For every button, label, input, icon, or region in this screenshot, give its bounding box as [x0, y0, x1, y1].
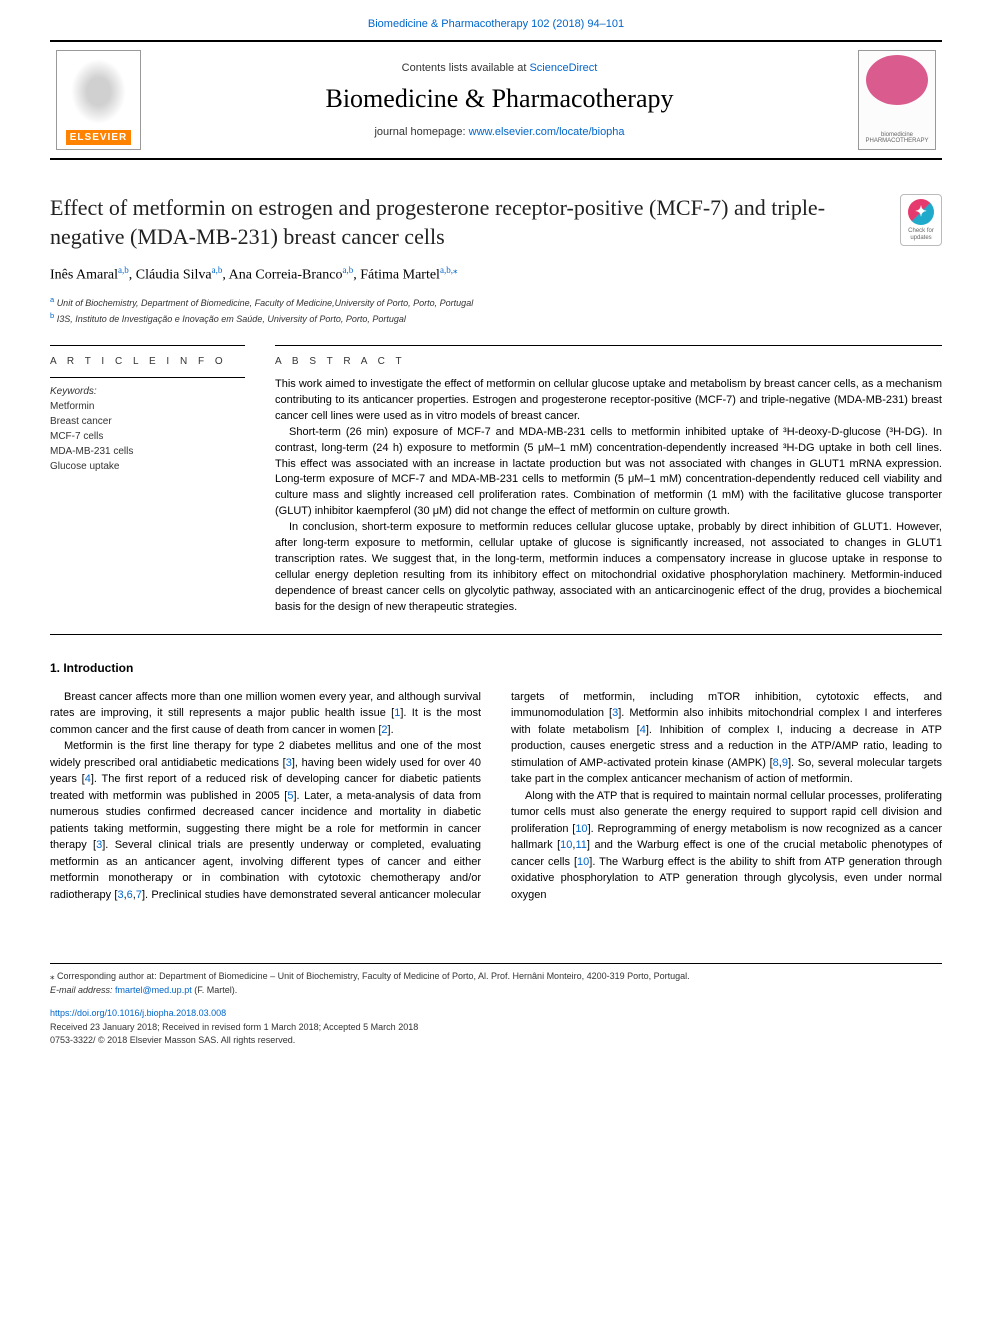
keyword-item: MDA-MB-231 cells: [50, 444, 245, 459]
journal-header: ELSEVIER Contents lists available at Sci…: [50, 40, 942, 160]
keyword-item: MCF-7 cells: [50, 429, 245, 444]
article-info-column: A R T I C L E I N F O Keywords: Metformi…: [50, 345, 245, 616]
corresponding-author-text: ⁎ Corresponding author at: Department of…: [50, 970, 942, 984]
intro-para-3: Along with the ATP that is required to m…: [511, 788, 942, 904]
journal-title: Biomedicine & Pharmacotherapy: [156, 84, 843, 114]
abstract-text: This work aimed to investigate the effec…: [275, 377, 942, 616]
header-center: Contents lists available at ScienceDirec…: [141, 62, 858, 138]
affiliation-a: a Unit of Biochemistry, Department of Bi…: [50, 294, 942, 311]
crossmark-label: Check for updates: [904, 228, 938, 241]
email-suffix: (F. Martel).: [192, 985, 238, 995]
affiliation-b: b I3S, Instituto de Investigação e Inova…: [50, 310, 942, 327]
abstract-para-3: In conclusion, short-term exposure to me…: [275, 520, 942, 616]
keywords-label: Keywords:: [50, 386, 245, 397]
author-1-aff: a,b: [118, 265, 129, 275]
crossmark-badge[interactable]: ✦ Check for updates: [900, 194, 942, 246]
elsevier-logo: ELSEVIER: [56, 50, 141, 150]
introduction-section: 1. Introduction Breast cancer affects mo…: [50, 661, 942, 904]
journal-cover-thumbnail: biomedicine PHARMACOTHERAPY: [858, 50, 936, 150]
issn-copyright: 0753-3322/ © 2018 Elsevier Masson SAS. A…: [50, 1034, 942, 1048]
contents-prefix: Contents lists available at: [402, 62, 530, 74]
abstract-bottom-rule: [50, 634, 942, 635]
author-3: Ana Correia-Branco: [229, 268, 343, 283]
email-link[interactable]: fmartel@med.up.pt: [115, 985, 192, 995]
received-dates: Received 23 January 2018; Received in re…: [50, 1021, 942, 1035]
abstract-para-2: Short-term (26 min) exposure of MCF-7 an…: [275, 425, 942, 521]
article-info-label: A R T I C L E I N F O: [50, 345, 245, 367]
ref-link[interactable]: 10: [560, 839, 572, 851]
ref-link[interactable]: 11: [575, 839, 586, 851]
info-abstract-row: A R T I C L E I N F O Keywords: Metformi…: [50, 345, 942, 616]
cover-caption: biomedicine PHARMACOTHERAPY: [861, 132, 933, 145]
footer-meta: https://doi.org/10.1016/j.biopha.2018.03…: [50, 1007, 942, 1048]
keyword-item: Glucose uptake: [50, 459, 245, 474]
article-title: Effect of metformin on estrogen and prog…: [50, 194, 880, 251]
article-header-row: Effect of metformin on estrogen and prog…: [50, 194, 942, 251]
author-1: Inês Amaral: [50, 268, 118, 283]
introduction-heading: 1. Introduction: [50, 661, 942, 675]
email-line: E-mail address: fmartel@med.up.pt (F. Ma…: [50, 984, 942, 998]
author-2-aff: a,b: [212, 265, 223, 275]
elsevier-text: ELSEVIER: [66, 130, 131, 145]
ref-link[interactable]: 10: [575, 823, 587, 835]
keyword-item: Breast cancer: [50, 414, 245, 429]
sciencedirect-link[interactable]: ScienceDirect: [529, 62, 597, 74]
ref-link[interactable]: 10: [577, 856, 589, 868]
keywords-list: Metformin Breast cancer MCF-7 cells MDA-…: [50, 399, 245, 474]
abstract-label: A B S T R A C T: [275, 345, 942, 367]
keyword-item: Metformin: [50, 399, 245, 414]
cover-graphic-icon: [866, 55, 928, 105]
affiliations: a Unit of Biochemistry, Department of Bi…: [50, 294, 942, 327]
introduction-body: Breast cancer affects more than one mill…: [50, 689, 942, 904]
author-3-aff: a,b: [343, 265, 354, 275]
author-2: Cláudia Silva: [136, 268, 212, 283]
title-block: Effect of metformin on estrogen and prog…: [50, 194, 900, 251]
journal-homepage: journal homepage: www.elsevier.com/locat…: [156, 126, 843, 138]
homepage-link[interactable]: www.elsevier.com/locate/biopha: [469, 126, 625, 138]
contents-available: Contents lists available at ScienceDirec…: [156, 62, 843, 74]
abstract-para-1: This work aimed to investigate the effec…: [275, 377, 942, 425]
crossmark-icon: ✦: [908, 199, 934, 225]
email-label: E-mail address:: [50, 985, 115, 995]
homepage-prefix: journal homepage:: [374, 126, 468, 138]
corresponding-author-footer: ⁎ Corresponding author at: Department of…: [50, 963, 942, 997]
intro-para-1: Breast cancer affects more than one mill…: [50, 689, 481, 739]
journal-reference: Biomedicine & Pharmacotherapy 102 (2018)…: [0, 0, 992, 40]
corresponding-marker: ⁎: [453, 265, 458, 275]
authors-list: Inês Amarala,b, Cláudia Silvaa,b, Ana Co…: [50, 265, 942, 284]
author-4-aff: a,b,: [440, 265, 453, 275]
abstract-column: A B S T R A C T This work aimed to inves…: [275, 345, 942, 616]
author-4: Fátima Martel: [360, 268, 440, 283]
elsevier-tree-icon: [71, 59, 126, 124]
doi-link[interactable]: https://doi.org/10.1016/j.biopha.2018.03…: [50, 1007, 942, 1021]
